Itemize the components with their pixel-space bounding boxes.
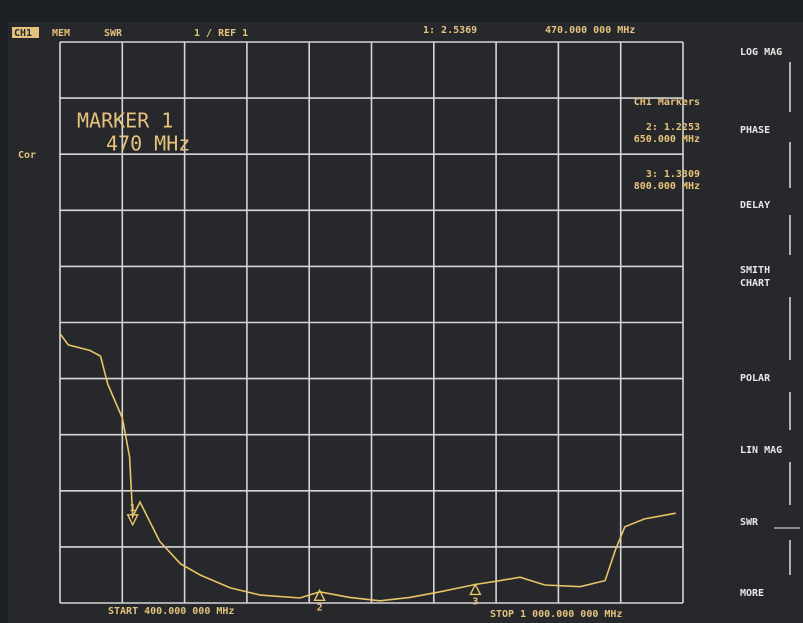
marker: [313, 588, 326, 602]
softkey: CHART: [740, 278, 770, 289]
marker-value: 3: 1.3309: [646, 169, 700, 180]
marker-value: 2: 1.2253: [646, 122, 700, 133]
softkey: SWR: [740, 517, 759, 528]
marker: [469, 582, 482, 596]
channel: CH1: [14, 28, 32, 39]
active-freq: 470.000 000 MHz: [545, 25, 635, 36]
markers-title: CH1 Markers: [634, 97, 700, 108]
scale: 1 / REF 1: [194, 28, 248, 39]
softkey: LIN MAG: [740, 445, 782, 456]
start-freq: START 400.000 000 MHz: [108, 606, 234, 617]
marker-label: 1: [130, 503, 136, 514]
correction: Cor: [18, 150, 36, 161]
marker-label: 2: [317, 602, 323, 613]
marker-freq: 800.000 MHz: [634, 181, 700, 192]
active-readout: 1: 2.5369: [423, 25, 477, 36]
trace: [59, 333, 676, 602]
softkey: PHASE: [740, 125, 770, 136]
marker-freq: 470 MHz: [106, 132, 190, 156]
marker-title: MARKER 1: [77, 109, 173, 133]
softkey: LOG MAG: [740, 47, 782, 58]
mem: MEM: [52, 28, 70, 39]
softkey: SMITH: [740, 265, 770, 276]
softkeys: LOG MAG PHASE DELAY SMITH CHART POLAR LIN MAG S…: [740, 47, 800, 599]
softkey: MORE: [740, 588, 764, 599]
marker-freq: 650.000 MHz: [634, 134, 700, 145]
marker: [126, 514, 139, 527]
softkey: POLAR: [740, 373, 771, 384]
softkey: DELAY: [740, 200, 770, 211]
stop-freq: STOP 1 000.000 000 MHz: [490, 609, 622, 620]
marker-label: 3: [472, 596, 478, 607]
format: SWR: [104, 28, 123, 39]
grid: [59, 41, 684, 604]
channel-badge: [12, 27, 39, 38]
